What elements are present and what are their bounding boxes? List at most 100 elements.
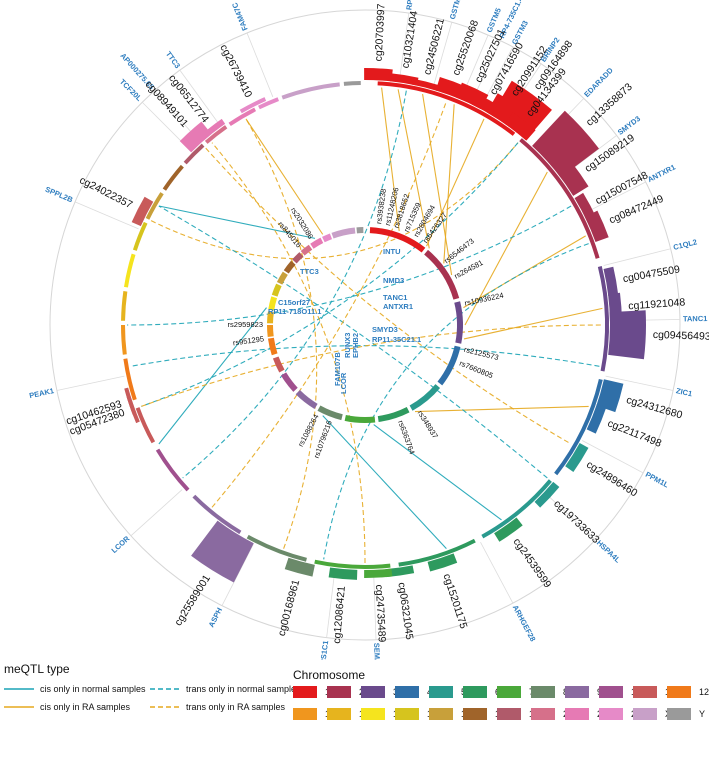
inner-gene-label: TTC3 <box>300 267 319 276</box>
chromosome-legend-item-Y: Y <box>667 708 705 720</box>
cpg-label: cg26739410 <box>217 43 254 100</box>
chromosome-arc-18 <box>162 164 184 191</box>
chromosome-legend-item-X: X <box>633 708 671 720</box>
legend-cis-ra: cis only in RA samples <box>4 702 130 712</box>
cpg-bar <box>427 553 458 572</box>
meqtl-link <box>130 345 600 367</box>
inner-gene-label: RP11-718O11.1 <box>268 307 321 316</box>
chromosome-legend-item-12: 12 <box>667 686 709 698</box>
outer-gene-label: ZIC1 <box>675 386 693 398</box>
snp-label: rs951295 <box>232 334 264 347</box>
outer-gene-label: TANC1 <box>683 314 708 323</box>
snp-label: rs2959823 <box>228 320 263 329</box>
outer-circle <box>49 9 681 641</box>
meqtl-link <box>373 424 502 521</box>
outer-gene-label: C1QL2 <box>672 237 698 252</box>
chromosome-swatch <box>599 708 623 720</box>
cpg-bar <box>131 196 154 227</box>
chromosome-swatch <box>395 686 419 698</box>
chromosome-legend-title: Chromosome <box>293 668 366 682</box>
gene-tick <box>246 32 274 98</box>
snp-label: rs348937 <box>416 409 440 440</box>
chromosome-legend-item-2: 2 <box>327 686 364 698</box>
cpg-bar <box>557 162 589 196</box>
inner-gene-label: LCOR <box>339 372 348 394</box>
inner-chromosome-arc-Y <box>356 227 364 234</box>
meqtl-links <box>126 87 604 564</box>
chromosome-swatch <box>667 686 691 698</box>
cpg-label: cg25589001 <box>172 573 213 629</box>
meqtl-link <box>126 205 572 326</box>
inner-gene-label: FAM107B <box>333 352 342 386</box>
inner-gene-label: SMYD3 <box>372 325 398 334</box>
outer-gene-label: PPM1L <box>644 470 671 490</box>
cpg-label: cg22117498 <box>606 417 664 450</box>
inner-chromosome-arc-10 <box>280 372 298 392</box>
chromosome-legend-item-3: 3 <box>361 686 398 698</box>
inner-chromosome-arc-9 <box>295 390 318 410</box>
outer-gene-label: PSORS1C1 <box>316 640 330 660</box>
cpg-label: cg10321404 <box>400 10 421 69</box>
gene-tick <box>398 13 410 82</box>
meqtl-link <box>150 142 519 260</box>
meqtl-link <box>141 142 519 407</box>
chromosome-arc-10 <box>155 448 190 492</box>
cpg-bar <box>491 80 552 141</box>
chromosome-legend-label: Y <box>699 709 706 719</box>
chromosome-swatch <box>293 686 317 698</box>
inner-chromosome-arc-1 <box>369 227 426 253</box>
inner-chromosome-arc-2 <box>424 249 460 300</box>
cpg-label: cg15201175 <box>440 572 469 630</box>
chromosome-arc-22 <box>258 97 279 110</box>
outer-gene-label: SEMA6A <box>372 643 382 660</box>
chromosome-swatch <box>463 708 487 720</box>
chromosome-arc-21 <box>228 107 257 127</box>
chromosome-swatch <box>497 708 521 720</box>
gene-tick <box>544 492 596 541</box>
meqtl-link <box>422 93 453 276</box>
gene-tick <box>130 489 183 537</box>
chromosome-swatch <box>565 708 589 720</box>
chromosome-legend-item-9: 9 <box>565 686 602 698</box>
inner-gene-label: INTU <box>383 247 401 256</box>
legend: meQTL type cis only in normal samples tr… <box>0 660 709 761</box>
inner-gene-label: EPHB2 <box>351 333 360 358</box>
chromosome-legend-item-5: 5 <box>429 686 466 698</box>
chromosome-swatch <box>633 708 657 720</box>
chromosome-swatch <box>395 708 419 720</box>
inner-gene-label: RUNX3 <box>343 333 352 358</box>
cpg-bar <box>239 97 267 114</box>
cpg-bar <box>586 403 607 434</box>
snp-label: rs2125573 <box>463 345 500 362</box>
outer-gene-label: TTC3 <box>164 50 182 70</box>
chromosome-ring <box>121 81 609 569</box>
chromosome-swatch <box>565 686 589 698</box>
chromosome-arc-13 <box>121 325 127 355</box>
snp-label: rs264581 <box>453 258 485 281</box>
cpg-bars <box>124 67 646 583</box>
chromosome-arc-Y <box>343 81 361 86</box>
inner-chromosome-arc-17 <box>276 271 288 285</box>
gene-tick <box>179 69 221 127</box>
outer-gene-label: ARHGEF28 <box>511 603 538 643</box>
gene-tick <box>326 569 336 638</box>
meqtl-link <box>245 118 318 549</box>
chromosome-swatch <box>667 708 691 720</box>
cpg-bar <box>494 517 523 542</box>
chromosome-swatch <box>429 686 453 698</box>
chromosome-arc-15 <box>124 253 136 288</box>
inner-chromosome-arc-6 <box>377 406 410 423</box>
cpg-label: cg20703997 <box>373 3 388 62</box>
meqtl-link <box>381 87 400 232</box>
chromosome-arc-14 <box>121 291 128 321</box>
outer-gene-label: SPPL2B <box>44 185 75 205</box>
inner-chromosome-arc-19 <box>292 252 304 264</box>
meqtl-link <box>141 324 604 407</box>
chromosome-arc-12 <box>123 358 137 401</box>
gene-tick <box>432 22 453 89</box>
inner-chromosome-arc-12 <box>267 337 278 356</box>
cpg-label: cg06321045 <box>395 582 415 641</box>
chromosome-swatch <box>327 708 351 720</box>
cpg-bar <box>385 565 415 578</box>
legend-cis-normal-label: cis only in normal samples <box>40 684 146 694</box>
